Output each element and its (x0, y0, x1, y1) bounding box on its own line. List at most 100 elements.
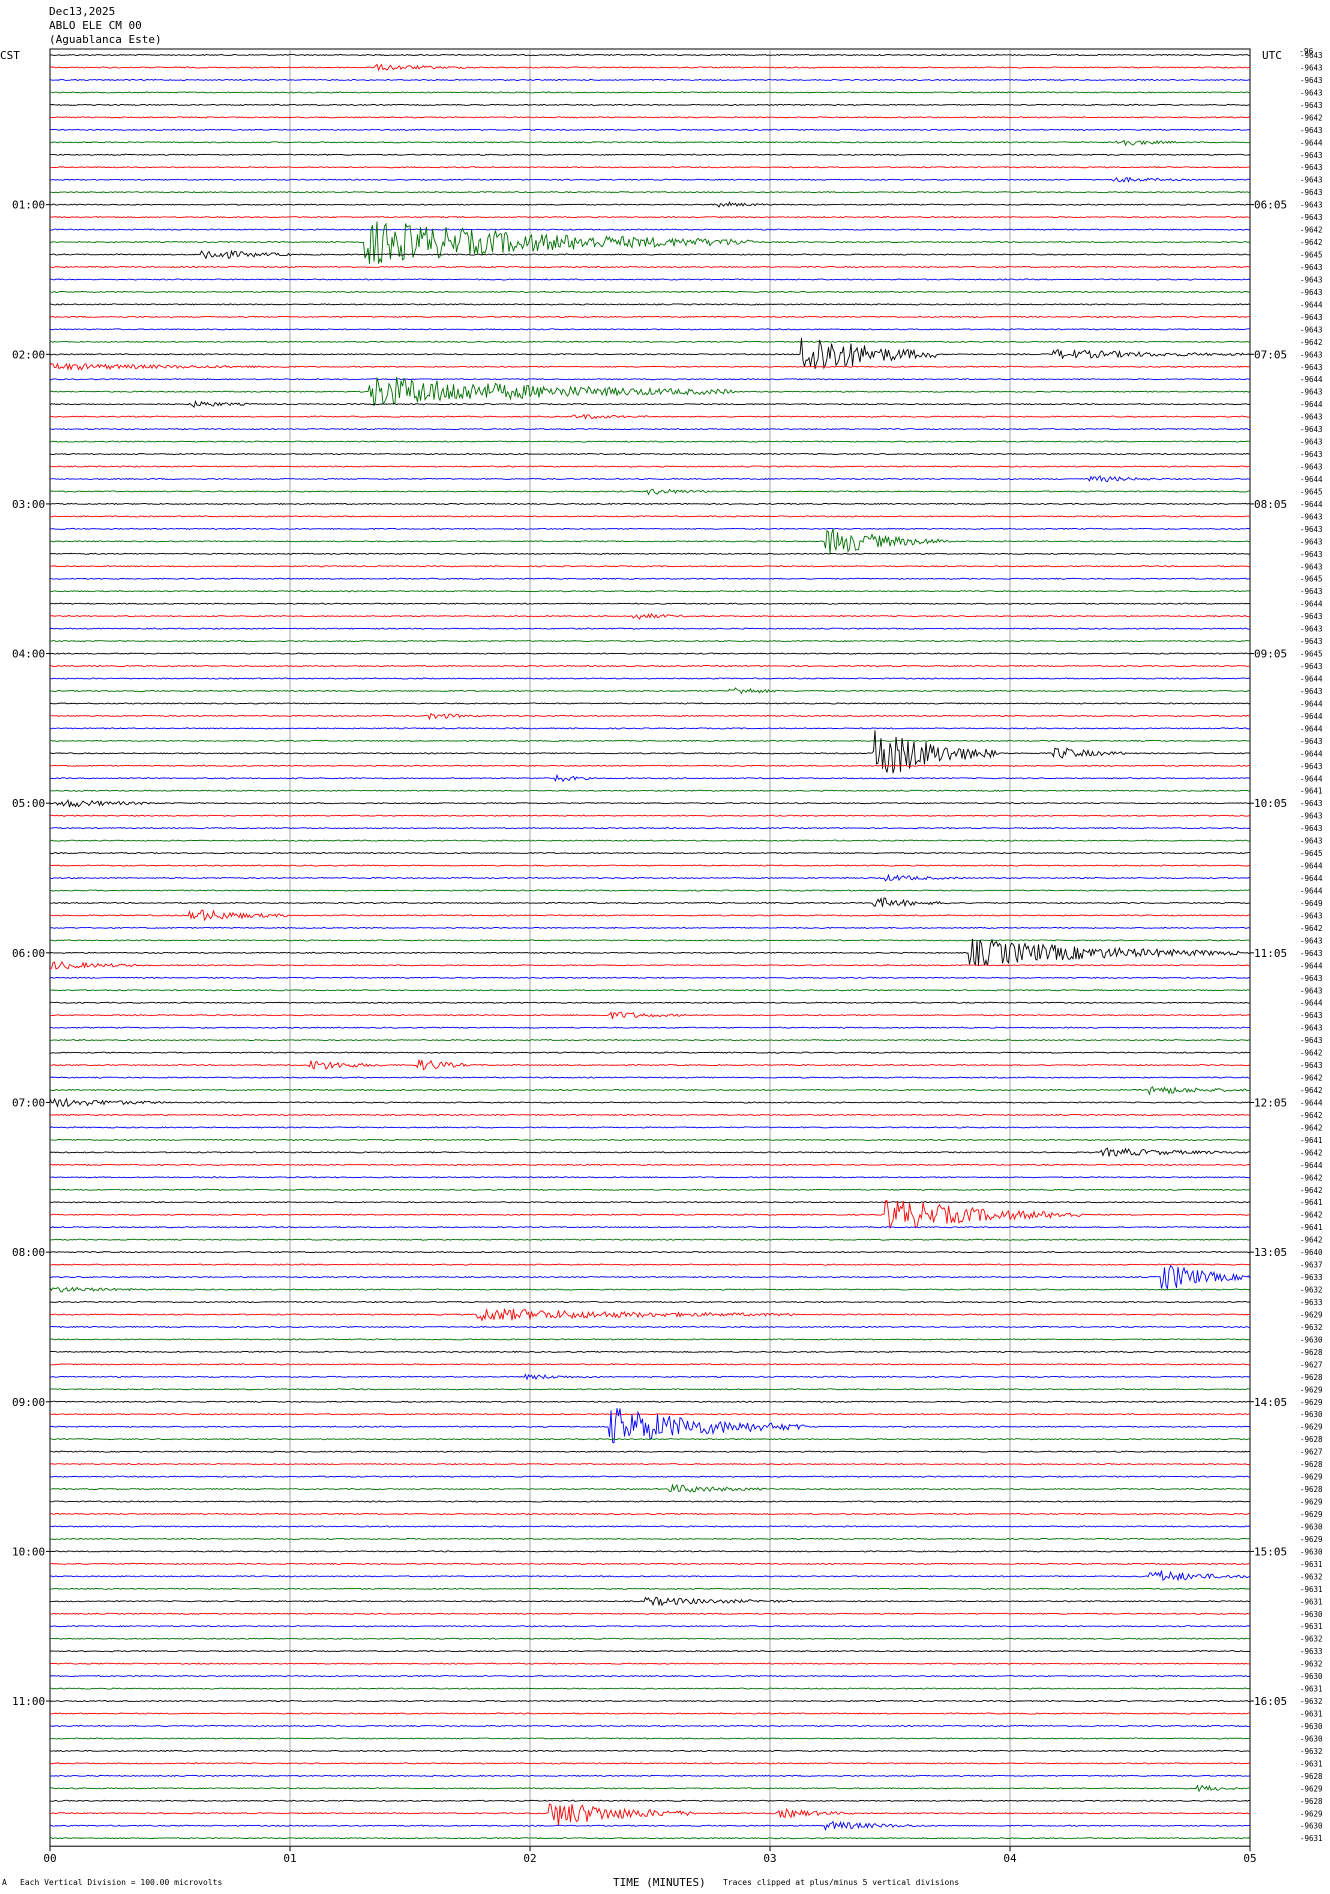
trace-row-21 (49, 315, 1251, 318)
trace-row-24 (49, 337, 1251, 370)
trace-row-54 (49, 727, 1251, 730)
trace-row-87 (49, 1138, 1251, 1141)
trace-row-92 (49, 1201, 1251, 1204)
row-value-label: -9643 (1300, 762, 1323, 771)
trace-row-77 (49, 1011, 1251, 1019)
trace-row-123 (49, 1587, 1251, 1590)
row-value-label: -9630 (1300, 1734, 1323, 1743)
trace-row-114 (49, 1475, 1251, 1478)
x-tick-label: 03 (763, 1852, 776, 1865)
trace-row-105 (49, 1363, 1251, 1366)
cst-hour-label: 05:00 (12, 797, 45, 810)
trace-row-130 (49, 1675, 1251, 1678)
trace-row-86 (49, 1126, 1251, 1129)
trace-row-10 (49, 176, 1251, 183)
row-value-label: -9627 (1300, 1360, 1323, 1369)
trace-row-64 (49, 851, 1251, 855)
trace-row-26 (49, 378, 1251, 381)
row-value-label: -9644 (1300, 500, 1323, 509)
row-value-label: -9644 (1300, 712, 1323, 721)
trace-row-71 (49, 939, 1251, 942)
row-value-label: -9630 (1300, 1722, 1323, 1731)
trace-row-44 (49, 602, 1251, 605)
trace-row-78 (49, 1026, 1251, 1029)
trace-row-79 (49, 1039, 1251, 1042)
row-value-label: -9642 (1300, 113, 1323, 122)
trace-row-93 (49, 1200, 1251, 1229)
trace-row-119 (49, 1537, 1251, 1541)
row-value-label: -9645 (1300, 575, 1323, 584)
row-value-label: -9641 (1300, 787, 1323, 796)
utc-hour-label: 15:05 (1254, 1545, 1287, 1558)
row-value-label: -9643 (1300, 263, 1323, 272)
row-value-label: -9643 (1300, 363, 1323, 372)
cst-hour-label: 03:00 (12, 498, 45, 511)
trace-row-128 (49, 1650, 1251, 1653)
trace-row-135 (49, 1737, 1251, 1740)
cst-hour-label: 06:00 (12, 947, 45, 960)
trace-row-47 (49, 640, 1251, 643)
trace-row-125 (49, 1612, 1251, 1615)
trace-row-91 (49, 1188, 1251, 1191)
row-value-label: -9629 (1300, 1398, 1323, 1407)
trace-row-80 (49, 1051, 1251, 1054)
trace-row-18 (49, 278, 1251, 281)
trace-row-118 (49, 1525, 1251, 1528)
trace-row-73 (49, 960, 1251, 970)
row-value-label: -9631 (1300, 1597, 1323, 1606)
trace-row-141 (49, 1803, 1251, 1827)
clip-note: Traces clipped at plus/minus 5 vertical … (723, 1878, 960, 1887)
plot-station: ABLO ELE CM 00 (49, 19, 142, 32)
row-value-label: -9643 (1300, 537, 1323, 546)
row-value-label: -9628 (1300, 1772, 1323, 1781)
row-value-label: -9644 (1300, 475, 1323, 484)
trace-row-61 (49, 814, 1251, 817)
x-tick-label: 04 (1003, 1852, 1017, 1865)
plot-grid (46, 48, 1254, 1852)
row-value-label: -9630 (1300, 1610, 1323, 1619)
row-value-label: -9645 (1300, 650, 1323, 659)
trace-row-7 (49, 139, 1251, 147)
row-value-label: -9643 (1300, 425, 1323, 434)
row-value-label: -9630 (1300, 1822, 1323, 1831)
row-value-label: -9644 (1300, 862, 1323, 871)
trace-row-35 (49, 488, 1251, 496)
trace-row-129 (49, 1662, 1251, 1665)
row-value-label: -9643 (1300, 550, 1323, 559)
row-value-label: -9645 (1300, 487, 1323, 496)
row-value-label: -9642 (1300, 338, 1323, 347)
row-value-label: -9643 (1300, 1011, 1323, 1020)
trace-row-83 (49, 1085, 1251, 1096)
row-value-label: -9644 (1300, 375, 1323, 384)
trace-row-76 (49, 1001, 1251, 1004)
trace-row-34 (49, 475, 1251, 483)
row-value-label: -9644 (1300, 400, 1323, 409)
utc-hour-label: 11:05 (1254, 947, 1287, 960)
row-value-label: -9642 (1300, 1186, 1323, 1195)
row-value-label: -9643 (1300, 812, 1323, 821)
trace-row-14 (49, 228, 1251, 231)
row-value-label: -9628 (1300, 1797, 1323, 1806)
trace-row-25 (49, 362, 1251, 371)
row-value-label: -9643 (1300, 176, 1323, 185)
trace-row-15 (49, 221, 1251, 264)
trace-row-37 (49, 515, 1251, 518)
trace-row-89 (49, 1163, 1251, 1166)
row-value-label: -9629 (1300, 1498, 1323, 1507)
row-value-label: -9644 (1300, 1098, 1323, 1107)
row-value-label: -9643 (1300, 1024, 1323, 1033)
row-value-label: -9629 (1300, 1385, 1323, 1394)
row-value-label: -9643 (1300, 126, 1323, 135)
row-value-label: -9644 (1300, 699, 1323, 708)
row-value-label: -9643 (1300, 974, 1323, 983)
trace-row-49 (49, 664, 1251, 668)
trace-row-67 (49, 889, 1251, 892)
row-value-label: -9629 (1300, 1510, 1323, 1519)
trace-row-57 (49, 764, 1251, 767)
trace-row-40 (49, 552, 1251, 555)
trace-row-0 (49, 53, 1251, 57)
trace-row-126 (49, 1625, 1251, 1628)
row-value-label: -9643 (1300, 587, 1323, 596)
row-value-label: -9649 (1300, 899, 1323, 908)
row-value-label: -9632 (1300, 1747, 1323, 1756)
